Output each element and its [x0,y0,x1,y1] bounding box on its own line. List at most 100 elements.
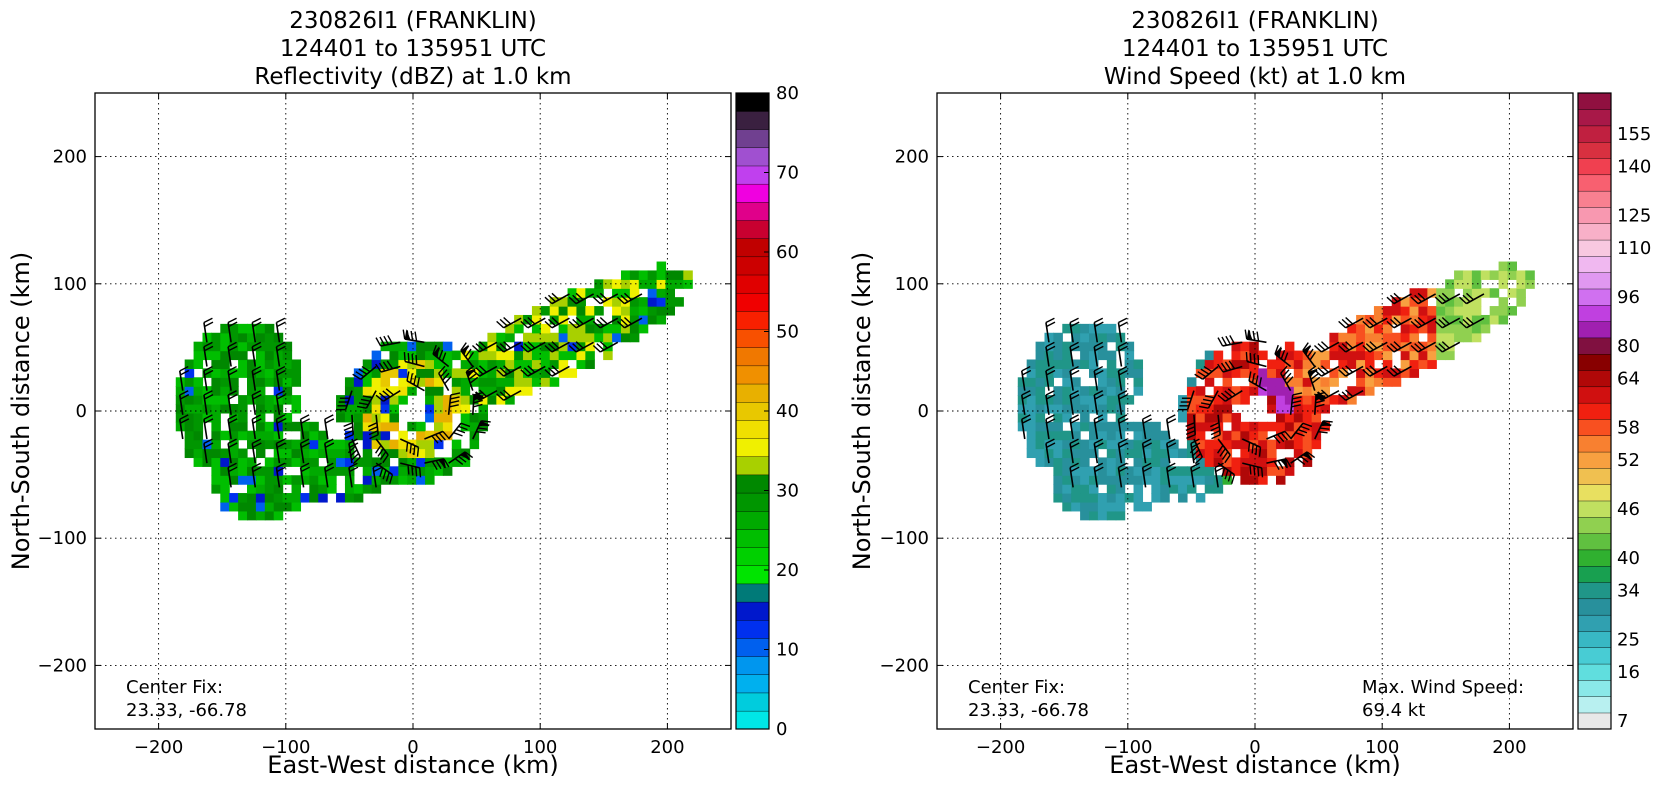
reflectivity-field-cell [425,412,435,423]
reflectivity-field-cell [220,457,230,467]
wind-field-cell [1169,466,1179,476]
wind-field-cell [1418,288,1428,298]
wind-field-cell [1178,395,1188,405]
wind-field-cell [1071,430,1081,441]
barb-feather [252,394,262,400]
wind-field-cell [1089,368,1099,378]
reflectivity-field-cell [309,484,319,494]
reflectivity-field-cell [229,421,239,432]
reflectivity-wind-barb [568,341,595,353]
reflectivity-field-cell [353,457,364,467]
reflectivity-field-cell [247,493,257,503]
barb-feather [616,296,625,305]
reflectivity-field-cell [318,439,328,450]
barb-feather [544,344,553,353]
barb-feather [449,404,459,408]
barb-feather [551,365,560,373]
reflectivity-field-cell [665,288,675,298]
reflectivity-field-cell [514,377,524,387]
wind-field-cell [1373,323,1384,334]
wind-field-cell [1151,484,1161,494]
reflectivity-wind-barb [372,462,383,488]
wind-field-cell [1391,341,1402,352]
reflectivity-field-cell [416,421,426,432]
reflectivity-field-cell [264,475,275,485]
barb-feather [1070,418,1080,424]
wind-field-cell [1525,279,1535,289]
barb-feather [1341,367,1350,375]
reflectivity-field-cell [416,475,426,485]
wind-field-cell [1382,306,1393,316]
wind-field-cell [1169,475,1179,485]
reflectivity-field-cell [282,350,293,361]
reflectivity-field-cell [442,368,453,378]
wind-colorbar-segment [1577,190,1612,208]
barb-feather [1438,294,1447,303]
wind-field-cell [1240,439,1250,450]
wind-field-cell [1195,404,1206,414]
wind-field-cell [1213,395,1224,405]
reflectivity-field-cell [255,368,266,378]
reflectivity-field-cell [238,341,248,352]
barb-feather [179,414,189,420]
reflectivity-colorbar-segment [735,419,770,439]
wind-field-cell [1044,377,1054,387]
barb-feather [1253,353,1256,364]
reflectivity-wind-barb [251,390,262,415]
reflectivity-field-cell [309,493,319,503]
wind-field-cell [1062,457,1072,467]
barb-feather [251,414,262,420]
reflectivity-field-cell [220,323,230,334]
wind-field-cell [1436,288,1446,298]
reflectivity-field-cell [238,466,248,476]
wind-wind-barb [1165,438,1177,464]
wind-field-cell [1516,297,1526,307]
reflectivity-field-cell [523,368,533,378]
wind-colorbar-tick-label: 58 [1617,417,1640,438]
barb-feather [455,428,466,434]
barb-feather [356,405,367,409]
reflectivity-colorbar-segment [735,619,770,639]
reflectivity-wind-barb [275,390,286,415]
reflectivity-field-cell [229,332,239,343]
barb-feather [575,341,584,349]
wind-field-cell [1106,475,1117,485]
wind-field-cell [1089,386,1099,396]
reflectivity-field-cell [300,475,310,485]
wind-colorbar-segment [1577,125,1612,143]
wind-field-cell [1471,270,1482,280]
barb-feather [624,292,632,301]
barb-feather [1341,343,1350,351]
reflectivity-field-cell [469,421,480,432]
reflectivity-field-cell [264,430,275,441]
wind-field-cell [1240,395,1250,405]
wind-field-cell [1071,404,1081,414]
barb-feather [276,438,286,445]
wind-field-cell [1302,421,1313,432]
reflectivity-wind-barb [251,414,262,440]
reflectivity-field-cell [211,377,221,387]
reflectivity-field-cell [282,368,293,378]
wind-field-cell [1275,475,1286,485]
wind-field-cell [1062,341,1072,352]
reflectivity-field-cell [505,350,515,361]
wind-field-cell [1445,323,1455,334]
reflectivity-field-cell [416,457,426,467]
wind-field-cell [1133,368,1144,378]
reflectivity-field-cell [558,306,569,316]
barb-feather [1094,321,1104,328]
reflectivity-field-cell [211,404,221,414]
reflectivity-field-cell [380,377,391,387]
wind-field-cell [1160,493,1170,503]
wind-field-cell [1284,341,1295,352]
wind-field-cell [1089,395,1099,405]
barb-feather [624,316,632,325]
wind-wind-barb [1362,341,1388,353]
barb-feather [1393,365,1402,373]
barb-pennant [1316,391,1327,401]
barb-pennant [478,420,491,427]
reflectivity-field-cell [211,430,221,441]
reflectivity-field-cell [175,377,186,387]
reflectivity-field-cell [389,404,399,414]
